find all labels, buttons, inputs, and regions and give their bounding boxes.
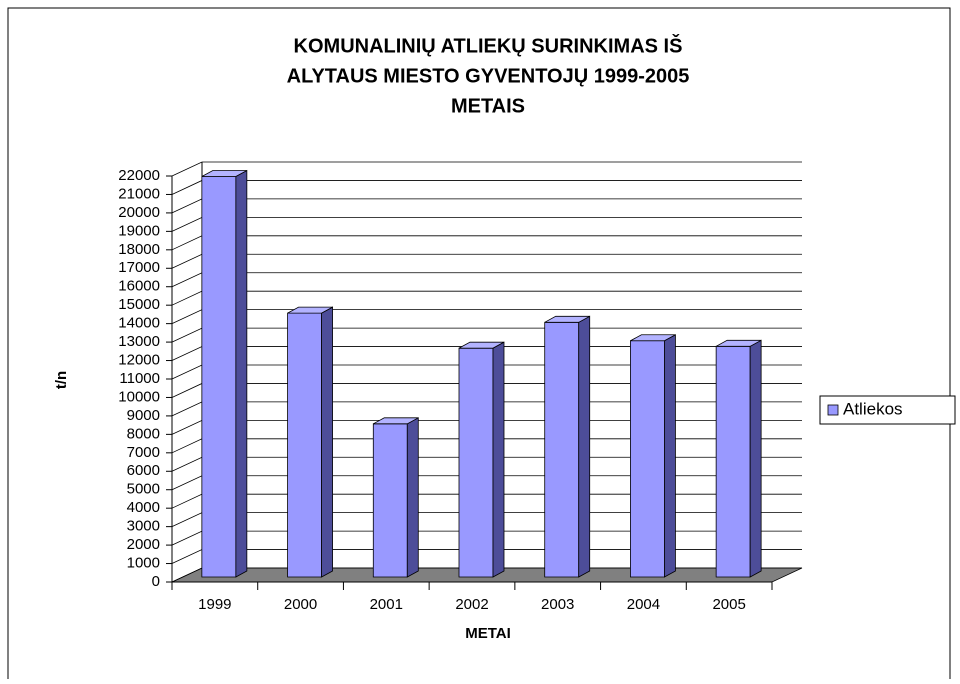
- y-tick-label: 18000: [118, 241, 160, 258]
- y-tick-label: 17000: [118, 259, 160, 276]
- bar: [201, 169, 248, 578]
- bar-face: [201, 170, 248, 177]
- chart-title: METAIS: [451, 95, 525, 117]
- bar: [372, 417, 419, 578]
- bar-face: [287, 306, 333, 314]
- y-tick-label: 22000: [118, 167, 160, 184]
- y-tick-label: 7000: [127, 444, 160, 461]
- bar-face: [458, 347, 494, 578]
- x-tick-label: 2002: [455, 596, 488, 613]
- legend-box: [819, 395, 956, 425]
- bar-face: [715, 339, 762, 347]
- x-tick-label: 2001: [370, 596, 403, 613]
- y-tick-label: 6000: [127, 462, 160, 479]
- bar-face: [715, 345, 751, 578]
- y-tick-label: 8000: [127, 425, 160, 442]
- bar-face: [492, 341, 505, 578]
- y-tick-label: 16000: [118, 278, 160, 295]
- y-tick-label: 9000: [127, 407, 160, 424]
- legend-swatch: [827, 404, 839, 416]
- bar-face: [372, 423, 408, 578]
- x-tick-label: 2004: [627, 596, 660, 613]
- bar: [287, 306, 333, 578]
- bar-face: [544, 315, 590, 323]
- y-tick-label: 20000: [118, 204, 160, 221]
- bar-face: [406, 417, 419, 578]
- bar: [630, 334, 676, 578]
- y-tick-label: 13000: [118, 333, 160, 350]
- bar-face: [201, 176, 237, 578]
- bar-face: [373, 417, 419, 425]
- y-tick-label: 12000: [118, 352, 160, 369]
- x-tick-label: 1999: [198, 596, 231, 613]
- bar: [458, 341, 505, 578]
- x-tick-label: 2000: [284, 596, 317, 613]
- bar-face: [578, 315, 591, 578]
- bar-face: [630, 334, 676, 342]
- y-tick-label: 2000: [127, 536, 160, 553]
- y-tick-label: 19000: [118, 222, 160, 239]
- y-tick-label: 0: [152, 573, 160, 590]
- bar-face: [321, 306, 333, 578]
- x-tick-label: 2005: [712, 596, 745, 613]
- y-tick-label: 3000: [127, 518, 160, 535]
- bar-face: [287, 312, 322, 578]
- chart-title: ALYTAUS MIESTO GYVENTOJŲ 1999-2005: [287, 65, 690, 87]
- bar-face: [630, 340, 665, 578]
- chart-title: KOMUNALINIŲ ATLIEKŲ SURINKIMAS IŠ: [294, 33, 683, 57]
- bar-face: [458, 341, 505, 349]
- y-tick-label: 4000: [127, 499, 160, 516]
- bar: [715, 339, 762, 578]
- y-tick-label: 15000: [118, 296, 160, 313]
- x-axis-title: METAI: [465, 625, 511, 642]
- bar-face: [749, 339, 762, 578]
- y-tick-label: 10000: [118, 388, 160, 405]
- y-tick-label: 5000: [127, 481, 160, 498]
- bar-face: [544, 321, 580, 578]
- legend-label: Atliekos: [843, 399, 903, 418]
- grid-line: [171, 161, 802, 177]
- bar: [544, 315, 591, 578]
- y-axis-title: t/n: [53, 371, 70, 389]
- x-tick-label: 2003: [541, 596, 574, 613]
- y-tick-label: 1000: [127, 555, 160, 572]
- bar-face: [664, 334, 676, 578]
- y-tick-label: 21000: [118, 185, 160, 202]
- y-tick-label: 11000: [119, 370, 160, 387]
- y-tick-label: 14000: [118, 315, 160, 332]
- bar-face: [235, 169, 248, 578]
